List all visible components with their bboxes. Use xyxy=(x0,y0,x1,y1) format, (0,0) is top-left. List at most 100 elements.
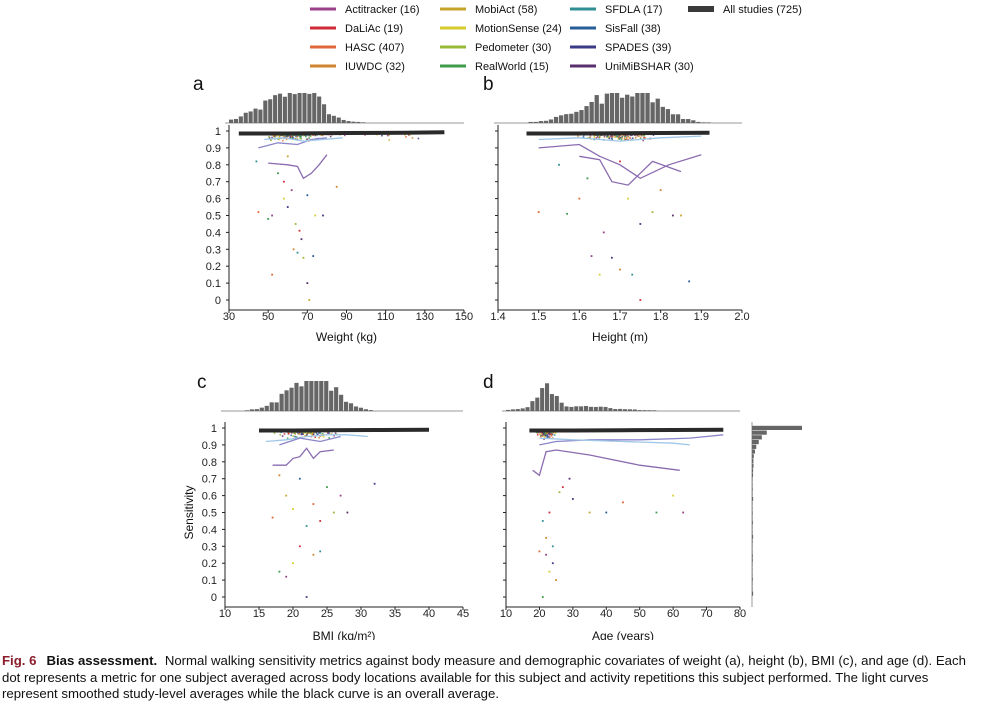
x-tick-label: 50 xyxy=(634,608,646,620)
panel-letter: c xyxy=(197,372,207,393)
histogram-bar xyxy=(329,390,334,411)
histogram-bar xyxy=(603,406,608,411)
histogram-bar xyxy=(686,119,691,123)
histogram-bar xyxy=(647,410,652,411)
data-point xyxy=(651,211,654,214)
right-histogram-bar xyxy=(752,487,753,492)
histogram-bar xyxy=(309,381,314,411)
data-point xyxy=(255,160,258,163)
panel-letter: a xyxy=(193,74,204,95)
histogram-bar xyxy=(317,96,322,123)
study-curve xyxy=(272,447,334,466)
data-point xyxy=(610,137,613,140)
histogram-bar xyxy=(588,406,593,411)
histogram-bar xyxy=(533,121,538,123)
data-point xyxy=(607,135,610,138)
data-point xyxy=(298,545,301,548)
right-histogram-bar xyxy=(752,577,753,582)
data-point xyxy=(301,433,304,436)
data-point xyxy=(672,494,675,497)
x-tick-label: 40 xyxy=(600,608,612,620)
data-point xyxy=(627,135,630,138)
histogram-bar xyxy=(339,394,344,411)
x-tick-label: 30 xyxy=(223,311,235,323)
histogram-bar xyxy=(348,403,354,411)
histogram-bar xyxy=(640,93,645,123)
data-point xyxy=(268,136,270,138)
data-point xyxy=(587,137,589,139)
data-point xyxy=(381,134,383,137)
right-histogram-bar xyxy=(752,572,753,577)
data-point xyxy=(608,136,611,138)
data-point xyxy=(590,255,593,257)
x-tick-label: 10 xyxy=(219,608,231,620)
data-point xyxy=(327,432,329,434)
histogram-bar xyxy=(706,122,711,123)
legend-label: Actitracker (16) xyxy=(345,4,420,16)
right-histogram-bar xyxy=(752,534,754,539)
histogram-bar xyxy=(268,99,273,123)
data-point xyxy=(411,137,414,139)
y-tick-label: 0.2 xyxy=(202,558,217,570)
data-point xyxy=(273,432,276,434)
y-tick-label: 0.6 xyxy=(202,491,217,503)
data-point xyxy=(641,134,644,137)
histogram-bar xyxy=(277,93,283,123)
right-histogram-bar xyxy=(752,515,753,520)
data-point xyxy=(545,536,548,539)
y-tick-label: 0.6 xyxy=(206,194,221,206)
data-point xyxy=(285,575,288,578)
data-point xyxy=(312,553,315,556)
right-histogram-bar xyxy=(752,496,754,501)
data-point xyxy=(271,516,274,519)
histogram-bar xyxy=(341,119,346,123)
x-axis-label: Age (years) xyxy=(592,629,654,640)
data-point xyxy=(593,136,596,139)
y-tick-label: 0.1 xyxy=(202,575,217,587)
overall-curve xyxy=(238,130,445,136)
data-point xyxy=(287,134,290,137)
data-point xyxy=(627,197,630,200)
legend-label: HASC (407) xyxy=(345,42,404,54)
right-histogram-bar xyxy=(752,548,753,554)
data-point xyxy=(283,136,285,138)
data-point xyxy=(321,432,324,435)
right-histogram-bar xyxy=(752,463,754,468)
data-point xyxy=(386,134,389,137)
legend-label: SFDLA (17) xyxy=(605,4,662,16)
right-histogram-bar xyxy=(752,492,753,497)
histogram-bar xyxy=(294,382,299,411)
y-axis-label: Sensitivity xyxy=(182,485,196,539)
study-curve xyxy=(539,434,724,446)
data-point xyxy=(625,137,628,139)
right-histogram-bar xyxy=(752,539,753,544)
data-point xyxy=(554,432,557,434)
data-point xyxy=(257,211,260,214)
histogram-bar xyxy=(604,93,610,123)
data-point xyxy=(305,432,307,434)
overall-curve xyxy=(259,427,430,433)
histogram-bar xyxy=(351,121,356,123)
data-point xyxy=(309,135,312,138)
data-point xyxy=(606,135,608,138)
data-point xyxy=(292,248,295,251)
data-point xyxy=(294,223,297,225)
data-point xyxy=(309,431,311,434)
data-point xyxy=(282,139,284,142)
histogram-bar xyxy=(254,409,259,411)
right-histogram-bar xyxy=(752,591,754,596)
histogram-bar xyxy=(322,104,327,123)
data-point xyxy=(278,474,281,477)
histogram-bar xyxy=(598,406,603,411)
histogram-bar xyxy=(525,407,530,411)
data-point xyxy=(306,432,309,435)
data-point xyxy=(292,435,295,438)
data-point xyxy=(542,432,545,435)
data-point xyxy=(282,180,285,183)
histogram-bar xyxy=(510,409,515,411)
data-point xyxy=(617,138,620,140)
data-point xyxy=(542,434,545,437)
histogram-bar xyxy=(548,119,554,123)
data-point xyxy=(550,434,553,437)
data-point xyxy=(558,163,560,166)
